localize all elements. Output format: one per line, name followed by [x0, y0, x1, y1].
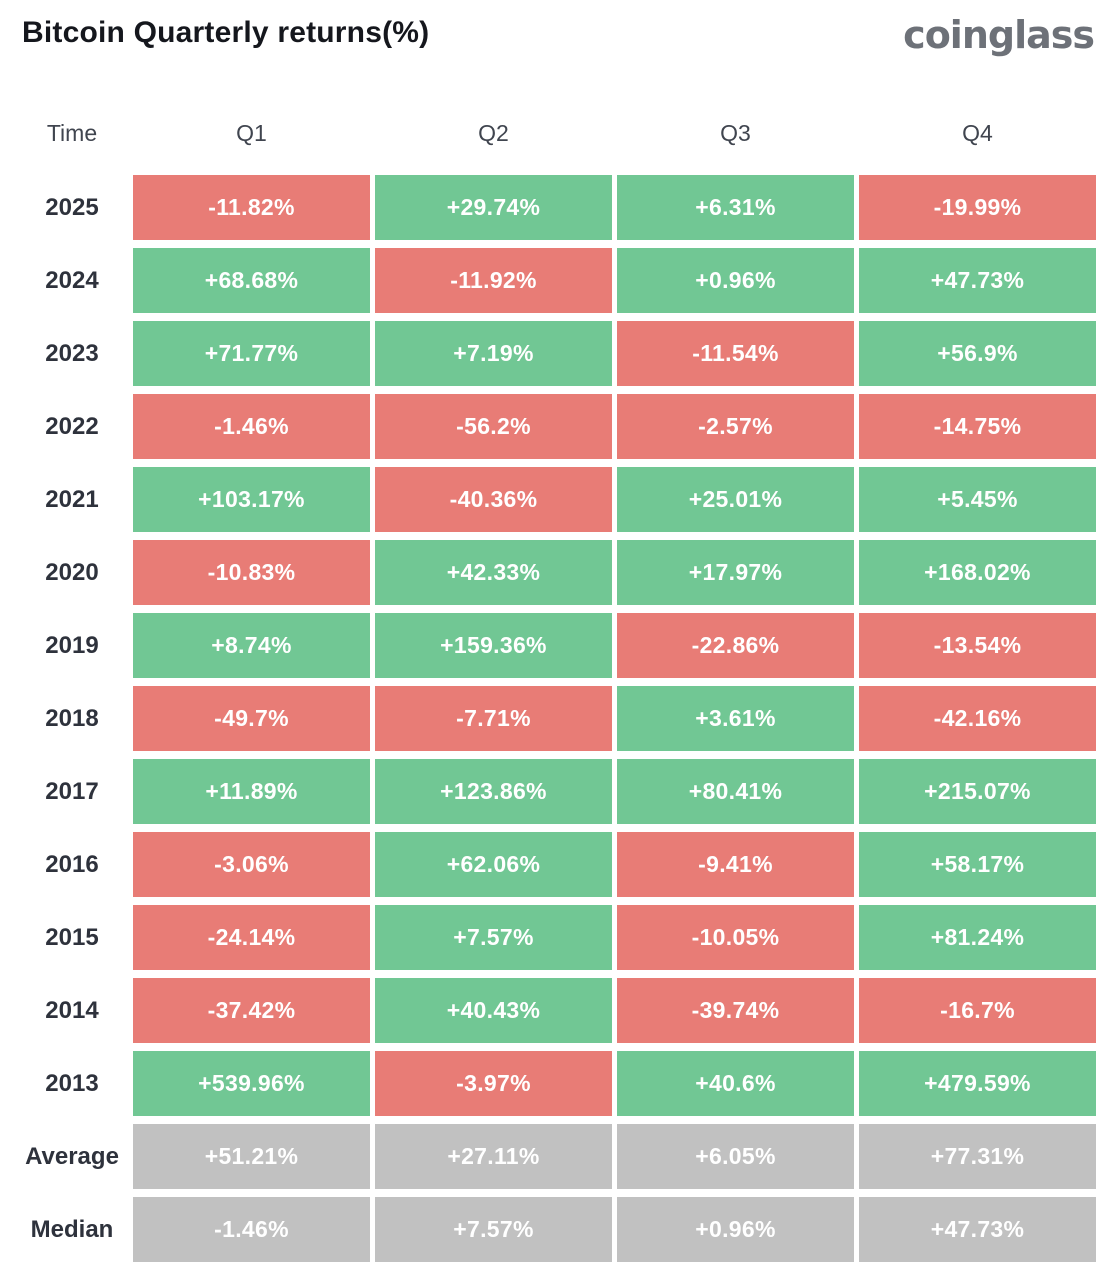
- return-cell-2021-q2: -40.36%: [375, 467, 612, 532]
- row-label-2015: 2015: [45, 923, 99, 951]
- return-cell-2020-q1: -10.83%: [133, 540, 370, 605]
- returns-table-body: 2025 -11.82% +29.74% +6.31% -19.99% 2024 +68.6…: [16, 175, 1096, 1262]
- return-cell-2022-q3: -2.57%: [617, 394, 854, 459]
- return-cell-2013-q3: +40.6%: [617, 1051, 854, 1116]
- return-cell-2019-q4: -13.54%: [859, 613, 1096, 678]
- return-cell-average-q4: +77.31%: [859, 1124, 1096, 1189]
- return-cell-2018-q3: +3.61%: [617, 686, 854, 751]
- return-cell-average-q2: +27.11%: [375, 1124, 612, 1189]
- return-cell-2021-q1: +103.17%: [133, 467, 370, 532]
- return-cell-2014-q4: -16.7%: [859, 978, 1096, 1043]
- return-cell-2019-q1: +8.74%: [133, 613, 370, 678]
- return-cell-2014-q3: -39.74%: [617, 978, 854, 1043]
- column-header-q3: Q3: [720, 120, 751, 146]
- return-cell-2025-q1: -11.82%: [133, 175, 370, 240]
- row-label-2014: 2014: [45, 996, 99, 1024]
- return-cell-2017-q2: +123.86%: [375, 759, 612, 824]
- row-label-2023: 2023: [45, 339, 99, 367]
- column-header-time: Time: [46, 120, 98, 146]
- return-cell-2015-q2: +7.57%: [375, 905, 612, 970]
- return-cell-2015-q4: +81.24%: [859, 905, 1096, 970]
- column-header-q1: Q1: [236, 120, 267, 146]
- return-cell-average-q1: +51.21%: [133, 1124, 370, 1189]
- return-cell-median-q4: +47.73%: [859, 1197, 1096, 1262]
- row-label-2018: 2018: [45, 704, 99, 732]
- topbar: Bitcoin Quarterly returns(%) coinglass: [16, 12, 1096, 54]
- coinglass-logo: coinglass: [903, 13, 1095, 57]
- return-cell-2021-q3: +25.01%: [617, 467, 854, 532]
- return-cell-2023-q2: +7.19%: [375, 321, 612, 386]
- return-cell-2017-q1: +11.89%: [133, 759, 370, 824]
- column-header-q2: Q2: [478, 120, 509, 146]
- return-cell-2024-q1: +68.68%: [133, 248, 370, 313]
- return-cell-2024-q2: -11.92%: [375, 248, 612, 313]
- return-cell-2022-q2: -56.2%: [375, 394, 612, 459]
- return-cell-2022-q1: -1.46%: [133, 394, 370, 459]
- return-cell-2016-q4: +58.17%: [859, 832, 1096, 897]
- return-cell-2025-q3: +6.31%: [617, 175, 854, 240]
- row-label-2013: 2013: [45, 1069, 99, 1097]
- row-label-2022: 2022: [45, 412, 99, 440]
- return-cell-2023-q3: -11.54%: [617, 321, 854, 386]
- row-label-2025: 2025: [45, 193, 99, 221]
- return-cell-2013-q1: +539.96%: [133, 1051, 370, 1116]
- return-cell-2022-q4: -14.75%: [859, 394, 1096, 459]
- row-label-median: Median: [30, 1215, 114, 1243]
- return-cell-2016-q2: +62.06%: [375, 832, 612, 897]
- return-cell-median-q2: +7.57%: [375, 1197, 612, 1262]
- table-header-row: Time Q1 Q2 Q3 Q4: [16, 114, 1096, 153]
- row-label-2017: 2017: [45, 777, 99, 805]
- return-cell-2020-q2: +42.33%: [375, 540, 612, 605]
- return-cell-2024-q3: +0.96%: [617, 248, 854, 313]
- return-cell-2015-q1: -24.14%: [133, 905, 370, 970]
- row-label-2024: 2024: [45, 266, 99, 294]
- row-label-2019: 2019: [45, 631, 99, 659]
- return-cell-2021-q4: +5.45%: [859, 467, 1096, 532]
- return-cell-2014-q2: +40.43%: [375, 978, 612, 1043]
- row-label-2020: 2020: [45, 558, 99, 586]
- return-cell-2016-q3: -9.41%: [617, 832, 854, 897]
- return-cell-2014-q1: -37.42%: [133, 978, 370, 1043]
- return-cell-2018-q4: -42.16%: [859, 686, 1096, 751]
- return-cell-2019-q3: -22.86%: [617, 613, 854, 678]
- return-cell-2018-q2: -7.71%: [375, 686, 612, 751]
- return-cell-2017-q3: +80.41%: [617, 759, 854, 824]
- return-cell-median-q3: +0.96%: [617, 1197, 854, 1262]
- column-header-q4: Q4: [962, 120, 993, 146]
- return-cell-2023-q4: +56.9%: [859, 321, 1096, 386]
- row-label-2016: 2016: [45, 850, 99, 878]
- return-cell-average-q3: +6.05%: [617, 1124, 854, 1189]
- return-cell-2013-q4: +479.59%: [859, 1051, 1096, 1116]
- row-label-average: Average: [25, 1142, 119, 1170]
- return-cell-2020-q3: +17.97%: [617, 540, 854, 605]
- return-cell-2015-q3: -10.05%: [617, 905, 854, 970]
- return-cell-2013-q2: -3.97%: [375, 1051, 612, 1116]
- return-cell-2017-q4: +215.07%: [859, 759, 1096, 824]
- return-cell-2018-q1: -49.7%: [133, 686, 370, 751]
- page-title: Bitcoin Quarterly returns(%): [22, 16, 430, 49]
- return-cell-2025-q4: -19.99%: [859, 175, 1096, 240]
- return-cell-2020-q4: +168.02%: [859, 540, 1096, 605]
- return-cell-2025-q2: +29.74%: [375, 175, 612, 240]
- return-cell-2016-q1: -3.06%: [133, 832, 370, 897]
- return-cell-2019-q2: +159.36%: [375, 613, 612, 678]
- return-cell-median-q1: -1.46%: [133, 1197, 370, 1262]
- return-cell-2024-q4: +47.73%: [859, 248, 1096, 313]
- row-label-2021: 2021: [45, 485, 99, 513]
- return-cell-2023-q1: +71.77%: [133, 321, 370, 386]
